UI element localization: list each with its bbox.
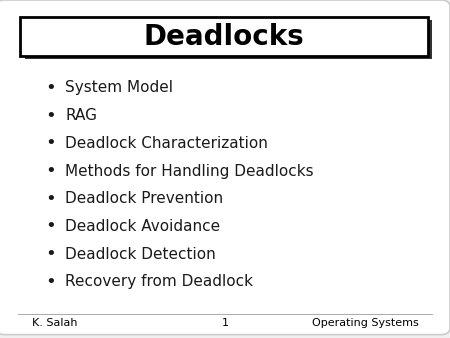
Text: System Model: System Model [65,80,173,95]
Text: •: • [45,190,56,208]
Text: •: • [45,134,56,152]
Text: •: • [45,79,56,97]
Text: •: • [45,217,56,236]
Text: 1: 1 [221,318,229,328]
Text: •: • [45,245,56,263]
Text: RAG: RAG [65,108,97,123]
Text: Operating Systems: Operating Systems [312,318,418,328]
Text: Deadlock Characterization: Deadlock Characterization [65,136,268,151]
Text: Deadlock Avoidance: Deadlock Avoidance [65,219,220,234]
FancyBboxPatch shape [25,20,432,59]
Text: •: • [45,162,56,180]
Text: Deadlock Detection: Deadlock Detection [65,247,216,262]
Text: Deadlocks: Deadlocks [143,23,304,50]
FancyBboxPatch shape [20,17,427,56]
Text: Recovery from Deadlock: Recovery from Deadlock [65,274,253,289]
Text: Deadlock Prevention: Deadlock Prevention [65,191,223,206]
Text: K. Salah: K. Salah [32,318,77,328]
Text: •: • [45,273,56,291]
Text: •: • [45,106,56,125]
Text: Methods for Handling Deadlocks: Methods for Handling Deadlocks [65,164,314,178]
